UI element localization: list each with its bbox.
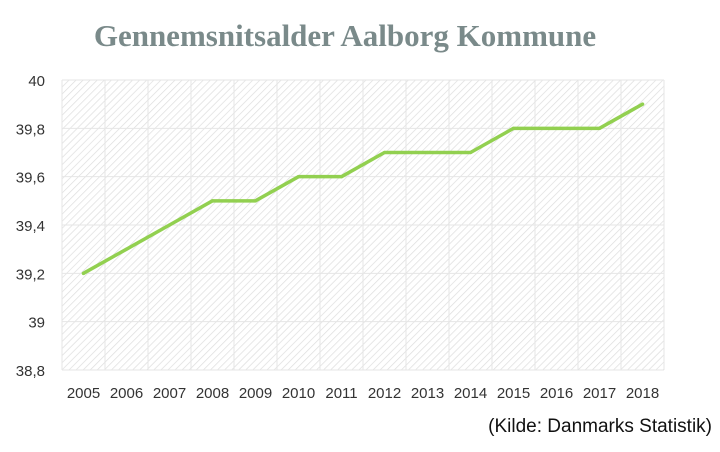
x-tick-label: 2005 — [67, 385, 100, 402]
x-tick-label: 2013 — [411, 385, 444, 402]
data-point — [640, 102, 645, 106]
data-point — [124, 247, 129, 251]
x-tick-label: 2006 — [110, 385, 143, 402]
data-point — [253, 199, 258, 203]
x-tick-label: 2009 — [239, 385, 272, 402]
data-point — [382, 150, 387, 155]
data-point — [554, 126, 559, 130]
data-point — [339, 175, 344, 179]
x-tick-label: 2017 — [583, 385, 616, 402]
x-tick-label: 2008 — [196, 385, 229, 402]
x-tick-label: 2012 — [368, 385, 401, 402]
data-point — [597, 126, 602, 130]
data-point — [468, 150, 473, 155]
data-point — [296, 175, 301, 179]
x-tick-label: 2016 — [540, 385, 573, 402]
chart-title: Gennemsnitsalder Aalborg Kommune — [93, 18, 597, 53]
x-tick-label: 2015 — [497, 385, 530, 402]
x-tick-label: 2007 — [153, 385, 186, 402]
source-note: (Kilde: Danmarks Statistik) — [488, 416, 712, 437]
data-point — [210, 199, 215, 203]
y-tick-label: 40 — [28, 73, 45, 90]
y-tick-label: 39,4 — [16, 218, 45, 235]
x-tick-label: 2010 — [282, 385, 315, 402]
y-tick-label: 39,2 — [16, 266, 45, 283]
y-tick-label: 38,8 — [16, 363, 45, 380]
y-tick-label: 39,6 — [16, 170, 45, 187]
data-point — [425, 150, 430, 155]
y-tick-label: 39,8 — [16, 121, 45, 138]
data-point — [511, 126, 516, 130]
x-tick-label: 2014 — [454, 385, 487, 402]
y-tick-label: 39 — [28, 315, 45, 332]
series-line — [81, 102, 645, 276]
x-tick-label: 2018 — [626, 385, 659, 402]
x-tick-label: 2011 — [325, 385, 357, 402]
data-point — [167, 223, 172, 227]
data-point — [81, 271, 86, 275]
